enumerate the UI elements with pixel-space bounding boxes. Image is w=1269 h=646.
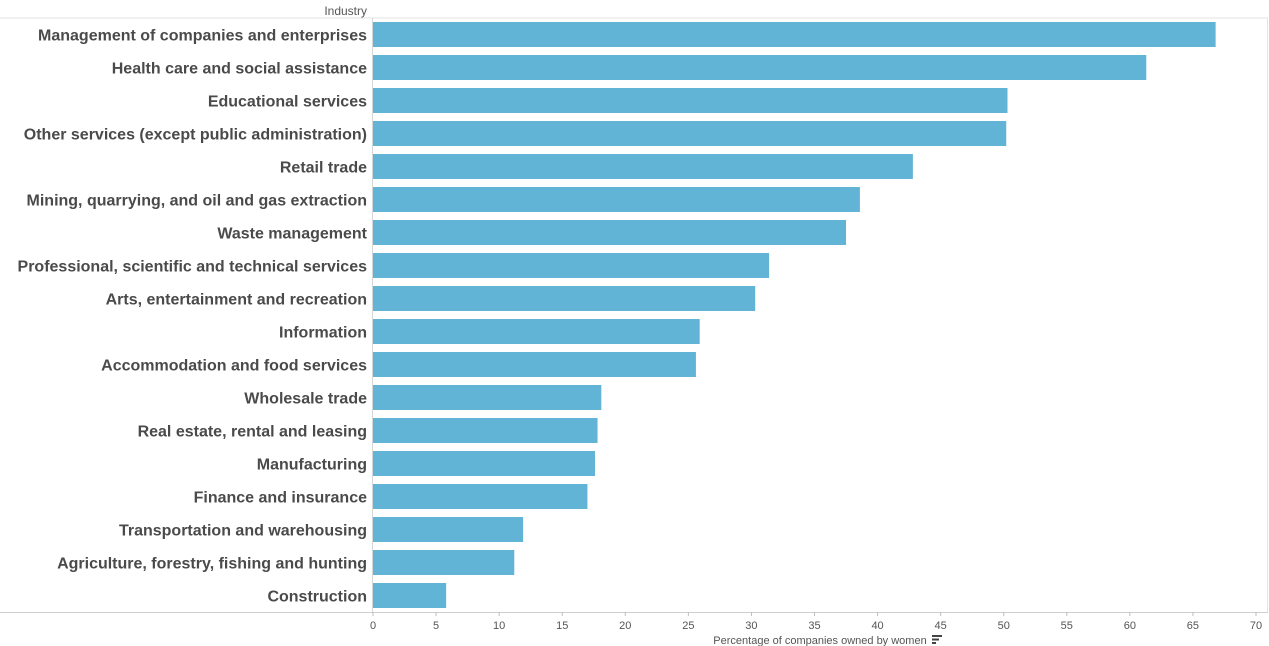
x-tick-label: 30 xyxy=(745,620,757,632)
bar[interactable] xyxy=(373,517,524,542)
bar[interactable] xyxy=(373,451,596,476)
row-header-industry: Industry xyxy=(324,4,367,18)
x-tick-label: 70 xyxy=(1250,620,1262,632)
x-axis-title: Percentage of companies owned by women xyxy=(713,635,926,646)
bar[interactable] xyxy=(373,88,1008,113)
category-label: Arts, entertainment and recreation xyxy=(106,292,367,309)
x-tick-label: 0 xyxy=(370,620,376,632)
category-label: Educational services xyxy=(208,94,367,111)
x-tick-label: 40 xyxy=(871,620,883,632)
chart-header: Industry xyxy=(324,4,367,18)
bar[interactable] xyxy=(373,319,700,344)
bar[interactable] xyxy=(373,154,913,179)
category-label: Wholesale trade xyxy=(244,391,367,408)
category-label: Construction xyxy=(267,589,367,606)
category-label: Other services (except public administra… xyxy=(24,127,367,144)
category-label: Management of companies and enterprises xyxy=(38,28,367,45)
x-tick-label: 65 xyxy=(1187,620,1199,632)
category-label: Information xyxy=(279,325,367,342)
bars xyxy=(373,22,1216,608)
category-label: Agriculture, forestry, fishing and hunti… xyxy=(57,556,367,573)
x-tick-label: 50 xyxy=(998,620,1010,632)
bar[interactable] xyxy=(373,550,515,575)
bar[interactable] xyxy=(373,121,1007,146)
x-tick-label: 10 xyxy=(493,620,505,632)
sort-descending-icon[interactable] xyxy=(932,635,942,644)
bar[interactable] xyxy=(373,55,1147,80)
x-tick-label: 5 xyxy=(433,620,439,632)
category-label: Manufacturing xyxy=(257,457,367,474)
x-tick-label: 60 xyxy=(1124,620,1136,632)
x-tick-label: 55 xyxy=(1061,620,1073,632)
category-label: Finance and insurance xyxy=(194,490,367,507)
x-tick-label: 20 xyxy=(619,620,631,632)
x-tick-label: 15 xyxy=(556,620,568,632)
bar[interactable] xyxy=(373,286,756,311)
x-tick-label: 25 xyxy=(682,620,694,632)
bar[interactable] xyxy=(373,418,598,443)
category-labels: Management of companies and enterprises H… xyxy=(18,28,368,606)
x-axis: 0 5 10 15 20 25 30 35 40 45 50 55 60 65 70 xyxy=(370,612,1262,632)
bar[interactable] xyxy=(373,220,847,245)
x-tick-label: 45 xyxy=(935,620,947,632)
category-label: Waste management xyxy=(217,226,367,243)
category-label: Professional, scientific and technical s… xyxy=(18,259,368,276)
bar[interactable] xyxy=(373,187,860,212)
x-axis-title-group[interactable]: Percentage of companies owned by women xyxy=(713,635,942,646)
bar[interactable] xyxy=(373,253,770,278)
category-label: Health care and social assistance xyxy=(112,61,367,78)
bar[interactable] xyxy=(373,22,1216,47)
category-label: Transportation and warehousing xyxy=(119,523,367,540)
x-tick-label: 35 xyxy=(808,620,820,632)
category-label: Real estate, rental and leasing xyxy=(138,424,367,441)
bar[interactable] xyxy=(373,352,696,377)
category-label: Accommodation and food services xyxy=(101,358,367,375)
category-label: Retail trade xyxy=(280,160,367,177)
bar[interactable] xyxy=(373,385,602,410)
bar[interactable] xyxy=(373,484,588,509)
chart-frame xyxy=(0,17,1268,613)
bar[interactable] xyxy=(373,583,447,608)
category-label: Mining, quarrying, and oil and gas extra… xyxy=(27,193,367,210)
